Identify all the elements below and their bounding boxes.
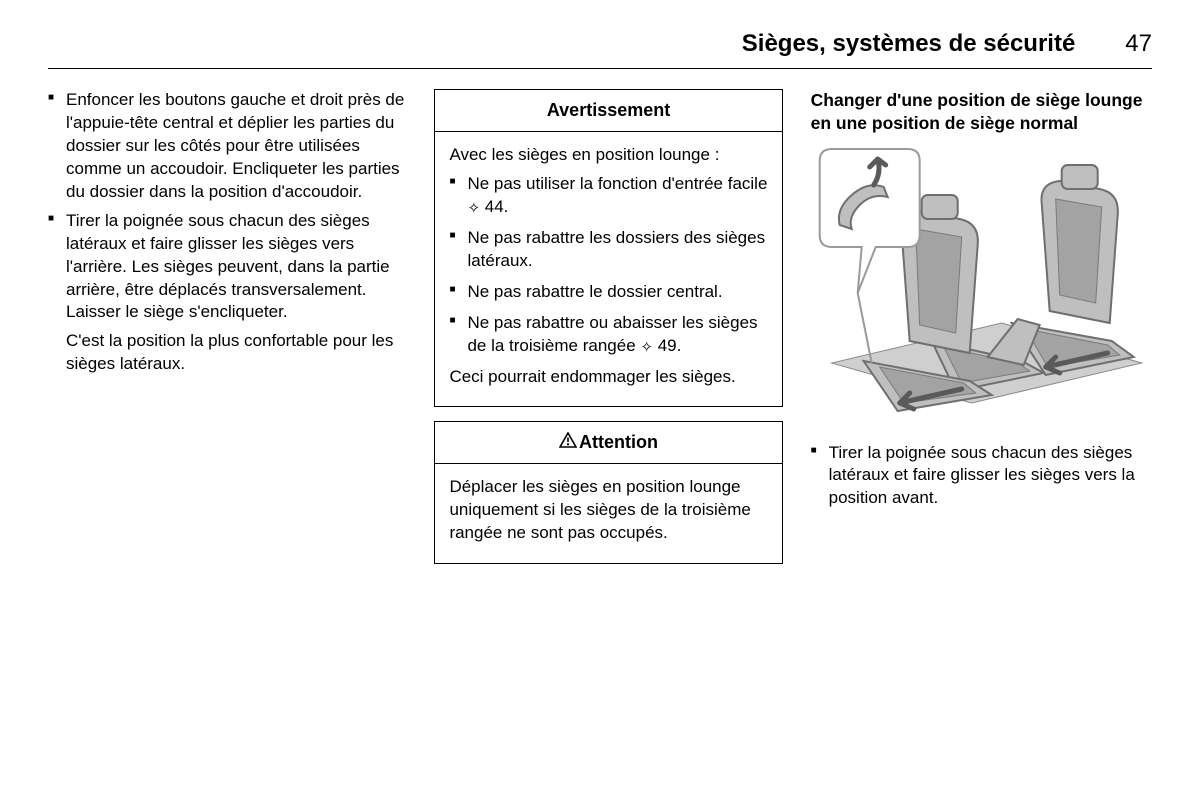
warning-list: Ne pas utiliser la fonction d'en­trée fa… bbox=[449, 173, 767, 358]
col3-subheading: Changer d'une position de siège lounge e… bbox=[811, 89, 1152, 135]
chapter-title: Sièges, systèmes de sécurité bbox=[742, 30, 1076, 58]
column-1: Enfoncer les boutons gauche et droit prè… bbox=[48, 89, 406, 578]
list-item: Ne pas utiliser la fonction d'en­trée fa… bbox=[449, 173, 767, 219]
attention-box: Attention Déplacer les sièges en positio… bbox=[434, 421, 782, 564]
warning-outro: Ceci pourrait endommager les siè­ges. bbox=[449, 366, 767, 389]
col3-list: Tirer la poignée sous chacun des sièges … bbox=[811, 442, 1152, 511]
ref-arrow-icon: ✧ bbox=[467, 199, 480, 219]
page-header: Sièges, systèmes de sécurité 47 bbox=[48, 30, 1152, 69]
column-3: Changer d'une position de siège lounge e… bbox=[811, 89, 1152, 578]
page-content: Enfoncer les boutons gauche et droit prè… bbox=[48, 89, 1152, 578]
warning-intro: Avec les sièges en position lounge : bbox=[449, 144, 767, 167]
list-item: Enfoncer les boutons gauche et droit prè… bbox=[48, 89, 406, 204]
col1-subpara: C'est la position la plus confortable po… bbox=[48, 330, 406, 376]
attention-body: Déplacer les sièges en position lounge u… bbox=[435, 464, 781, 563]
col1-list: Enfoncer les boutons gauche et droit prè… bbox=[48, 89, 406, 324]
list-item: Ne pas rabattre les dossiers des sièges … bbox=[449, 227, 767, 273]
list-item: Tirer la poignée sous chacun des sièges … bbox=[48, 210, 406, 325]
ref-number: 44 bbox=[485, 197, 504, 216]
warning-body: Avec les sièges en position lounge : Ne … bbox=[435, 132, 781, 406]
ref-arrow-icon: ✧ bbox=[640, 338, 653, 358]
page-number: 47 bbox=[1125, 30, 1152, 58]
page-ref: ✧ 49 bbox=[640, 336, 676, 355]
item-text: Ne pas rabattre ou abaisser les sièges d… bbox=[467, 313, 757, 355]
seat-illustration bbox=[811, 143, 1152, 423]
warning-title: Avertissement bbox=[435, 90, 781, 132]
ref-number: 49 bbox=[658, 336, 677, 355]
page-ref: ✧ 44 bbox=[467, 197, 503, 216]
item-text: Ne pas utiliser la fonction d'en­trée fa… bbox=[467, 174, 767, 193]
warning-triangle-icon bbox=[559, 432, 577, 453]
list-item: Ne pas rabattre le dossier cen­tral. bbox=[449, 281, 767, 304]
attention-title: Attention bbox=[435, 422, 781, 464]
column-2: Avertissement Avec les sièges en positio… bbox=[434, 89, 782, 578]
warning-box: Avertissement Avec les sièges en positio… bbox=[434, 89, 782, 407]
attention-text: Déplacer les sièges en position lounge u… bbox=[449, 476, 767, 545]
list-item: Ne pas rabattre ou abaisser les sièges d… bbox=[449, 312, 767, 358]
list-item: Tirer la poignée sous chacun des sièges … bbox=[811, 442, 1152, 511]
attention-title-text: Attention bbox=[579, 432, 658, 452]
